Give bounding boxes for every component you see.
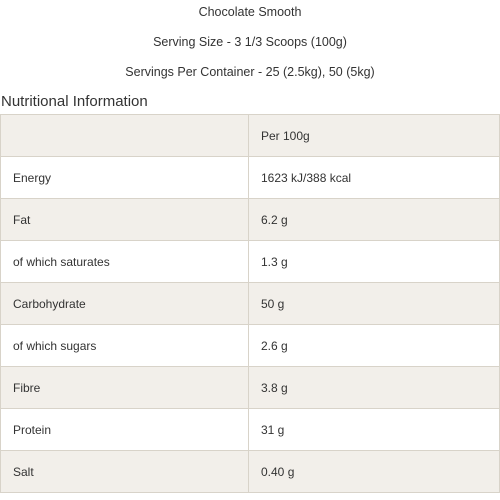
section-title: Nutritional Information	[1, 93, 148, 110]
nutrient-label: Salt	[1, 451, 249, 492]
table-row: Carbohydrate 50 g	[1, 283, 499, 325]
table-row: of which sugars 2.6 g	[1, 325, 499, 367]
table-row: Protein 31 g	[1, 409, 499, 451]
table-row: of which saturates 1.3 g	[1, 241, 499, 283]
table-row: Fat 6.2 g	[1, 199, 499, 241]
nutrient-value: 2.6 g	[261, 338, 288, 353]
nutrient-label: Energy	[1, 157, 249, 198]
nutrient-value: 1.3 g	[261, 254, 288, 269]
nutrient-value: 31 g	[261, 422, 285, 437]
nutrition-table: Per 100g Energy 1623 kJ/388 kcal Fat 6.2…	[0, 114, 500, 493]
nutrient-value: 6.2 g	[261, 212, 288, 227]
nutrient-label: of which saturates	[1, 241, 249, 282]
nutrient-value: 3.8 g	[261, 380, 288, 395]
serving-size: Serving Size - 3 1/3 Scoops (100g)	[153, 35, 347, 49]
table-row: Fibre 3.8 g	[1, 367, 499, 409]
table-row: Energy 1623 kJ/388 kcal	[1, 157, 499, 199]
nutrient-value: 1623 kJ/388 kcal	[261, 170, 352, 185]
nutrient-label: of which sugars	[1, 325, 249, 366]
product-name: Chocolate Smooth	[198, 5, 302, 19]
nutrient-value: 0.40 g	[261, 464, 295, 479]
servings-per-container: Servings Per Container - 25 (2.5kg), 50 …	[125, 65, 375, 79]
table-row: Salt 0.40 g	[1, 451, 499, 493]
nutrient-label: Fat	[1, 199, 249, 240]
nutrient-label: Fibre	[1, 367, 249, 408]
nutrient-label: Carbohydrate	[1, 283, 249, 324]
table-header-value: Per 100g	[261, 128, 310, 143]
table-header-label	[1, 115, 249, 156]
nutrient-value: 50 g	[261, 296, 285, 311]
nutrient-label: Protein	[1, 409, 249, 450]
table-header-row: Per 100g	[1, 115, 499, 157]
